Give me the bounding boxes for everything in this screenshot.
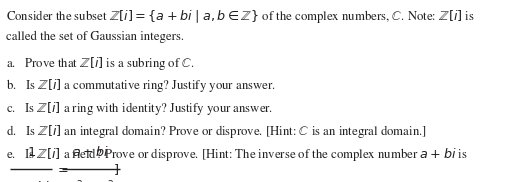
Text: $a+bi$: $a+bi$ (12, 180, 50, 182)
Text: $a-bi$: $a-bi$ (72, 145, 110, 159)
Text: c.   Is $\mathbb{Z}[i]$ a ring with identity? Justify your answer.: c. Is $\mathbb{Z}[i]$ a ring with identi… (6, 100, 274, 117)
Text: $]$: $]$ (113, 162, 119, 177)
Text: b.   Is $\mathbb{Z}[i]$ a commutative ring? Justify your answer.: b. Is $\mathbb{Z}[i]$ a commutative ring… (6, 77, 276, 94)
Text: $=$: $=$ (55, 163, 69, 175)
Text: Consider the subset $\mathbb{Z}[i] = \{a + bi \mid a, b \in \mathbb{Z}\}$ of the: Consider the subset $\mathbb{Z}[i] = \{a… (6, 8, 475, 25)
Text: d.   Is $\mathbb{Z}[i]$ an integral domain? Prove or disprove. [Hint: $\mathbb{C: d. Is $\mathbb{Z}[i]$ an integral domain… (6, 123, 427, 140)
Text: a.   Prove that $\mathbb{Z}[i]$ is a subring of $\mathbb{C}$.: a. Prove that $\mathbb{Z}[i]$ is a subri… (6, 55, 195, 72)
Text: called the set of Gaussian integers.: called the set of Gaussian integers. (6, 31, 184, 43)
Text: e.   Is $\mathbb{Z}[i]$ a field? Prove or disprove. [Hint: The inverse of the co: e. Is $\mathbb{Z}[i]$ a field? Prove or … (6, 146, 468, 163)
Text: $1$: $1$ (27, 146, 36, 159)
Text: $a^{2}+b^{2}$: $a^{2}+b^{2}$ (68, 180, 114, 182)
